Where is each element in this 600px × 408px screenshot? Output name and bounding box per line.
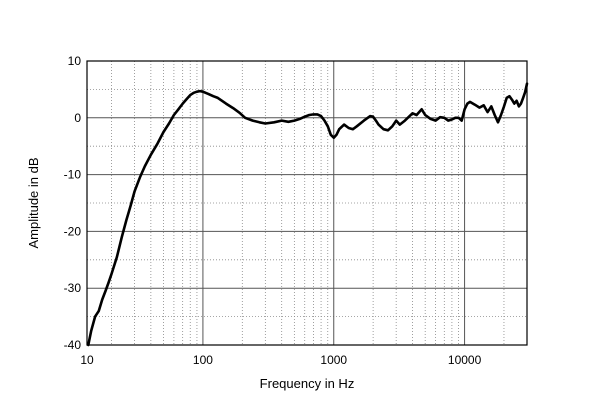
y-tick-labels: 10 0 -10 -20 -30 -40 (64, 54, 82, 352)
x-tick-label: 10000 (448, 353, 482, 367)
x-tick-labels: 10 100 1000 10000 (80, 353, 481, 367)
x-tick-label: 10 (80, 353, 94, 367)
y-tick-label: 0 (74, 111, 81, 125)
y-tick-label: -10 (64, 168, 82, 182)
y-tick-label: -40 (64, 338, 82, 352)
series-line (87, 82, 529, 347)
y-tick-label: 10 (68, 54, 82, 68)
x-tick-label: 100 (193, 353, 213, 367)
major-gridlines (87, 61, 527, 345)
plot-frame (86, 60, 528, 346)
y-tick-label: -30 (64, 281, 82, 295)
minor-gridlines (87, 61, 528, 345)
x-axis-title: Frequency in Hz (260, 376, 355, 391)
x-tick-label: 1000 (320, 353, 347, 367)
y-tick-label: -20 (64, 224, 82, 238)
y-axis-title: Amplitude in dB (26, 157, 41, 248)
